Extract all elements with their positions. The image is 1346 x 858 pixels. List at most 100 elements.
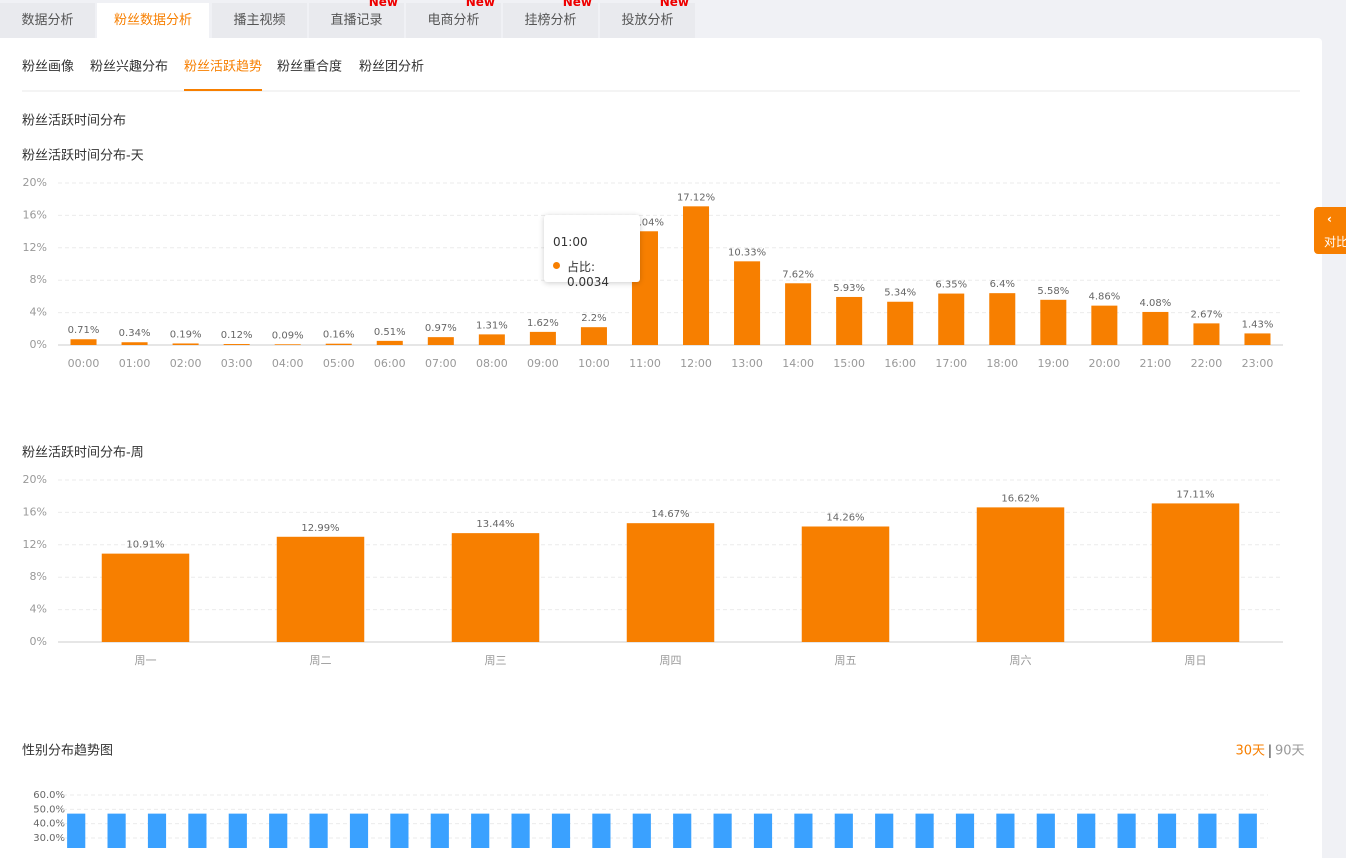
bar — [121, 342, 148, 345]
bar — [794, 813, 813, 848]
bar — [101, 553, 190, 642]
bar — [632, 813, 651, 848]
y-tick-label: 4% — [30, 306, 47, 319]
period-90[interactable]: 90天 — [1275, 744, 1305, 759]
tab[interactable]: 直播记录 New — [309, 0, 404, 38]
bar — [683, 206, 710, 345]
bar — [390, 813, 409, 848]
bar — [580, 327, 607, 345]
tab[interactable]: 挂榜分析 New — [503, 0, 598, 38]
y-tick-label: 30.0% — [33, 833, 65, 844]
x-tick-label: 16:00 — [884, 357, 916, 370]
x-tick-label: 02:00 — [170, 357, 202, 370]
x-tick-label: 18:00 — [986, 357, 1018, 370]
y-tick-label: 8% — [30, 570, 47, 583]
x-tick-label: 20:00 — [1089, 357, 1121, 370]
bar — [376, 340, 403, 345]
value-label: 0.97% — [425, 323, 457, 334]
bar — [955, 813, 975, 848]
bar — [349, 813, 369, 848]
subtab[interactable]: 粉丝团分析 — [359, 60, 424, 75]
x-tick-label: 04:00 — [272, 357, 304, 370]
bar — [996, 813, 1015, 848]
subtab[interactable]: 粉丝重合度 — [277, 59, 342, 75]
x-tick-label: 周二 — [310, 654, 332, 667]
bar — [713, 813, 732, 848]
bar — [67, 813, 86, 848]
tab[interactable]: 粉丝数据分析 — [97, 3, 209, 38]
x-tick-label: 06:00 — [374, 357, 406, 370]
bar — [1091, 305, 1118, 345]
value-label: 14.04% — [626, 217, 664, 228]
chart-title: 粉丝活跃时间分布-天 — [22, 149, 144, 164]
bar — [529, 331, 556, 345]
x-tick-label: 10:00 — [578, 357, 610, 370]
bar — [427, 337, 454, 345]
tooltip-title: 01:00 — [553, 235, 588, 249]
y-tick-label: 8% — [30, 273, 47, 286]
tab[interactable]: 电商分析 New — [406, 0, 501, 38]
y-tick-label: 40.0% — [33, 819, 65, 830]
subtab[interactable]: 粉丝兴趣分布 — [90, 60, 168, 75]
tab-label: 播主视频 — [233, 13, 286, 28]
x-tick-label: 周五 — [835, 654, 857, 667]
bar — [274, 344, 301, 345]
value-label: 13.44% — [476, 519, 514, 530]
value-label: 17.12% — [677, 192, 715, 203]
bar — [478, 334, 505, 345]
bar — [785, 283, 812, 345]
new-badge: New — [562, 0, 592, 9]
x-tick-label: 22:00 — [1191, 357, 1223, 370]
value-label: 17.11% — [1176, 489, 1214, 500]
value-label: 2.67% — [1191, 309, 1223, 320]
bar — [1117, 813, 1136, 848]
new-badge: New — [659, 0, 689, 9]
compare-button[interactable]: ‹ 对比 — [1314, 207, 1346, 254]
bar — [592, 813, 611, 848]
value-label: 14.67% — [651, 509, 689, 520]
subtab[interactable]: 粉丝活跃趋势 — [184, 59, 262, 75]
bar — [1036, 813, 1055, 848]
bar — [1238, 813, 1257, 848]
bar — [471, 813, 490, 848]
compare-label: 对比 — [1324, 235, 1346, 249]
bar — [753, 813, 773, 848]
bar — [511, 813, 530, 848]
value-label: 4.86% — [1088, 292, 1120, 303]
subtab[interactable]: 粉丝画像 — [22, 60, 74, 75]
tab[interactable]: 播主视频 — [212, 3, 307, 38]
value-label: 0.12% — [221, 330, 253, 341]
value-label: 0.19% — [170, 329, 202, 340]
bar — [1198, 813, 1217, 848]
y-tick-label: 16% — [23, 208, 47, 221]
bar — [976, 507, 1065, 642]
section-title: 粉丝活跃时间分布 — [22, 114, 126, 129]
bar — [673, 813, 692, 848]
tab[interactable]: 投放分析 New — [600, 0, 695, 38]
y-tick-label: 12% — [23, 241, 47, 254]
bar — [70, 339, 97, 345]
bar — [1193, 323, 1220, 345]
value-label: 1.31% — [476, 320, 508, 331]
value-label: 0.09% — [272, 330, 304, 341]
value-label: 10.91% — [126, 540, 164, 551]
bar — [836, 296, 863, 345]
new-badge: New — [465, 0, 495, 9]
value-label: 10.33% — [728, 247, 766, 258]
period-30[interactable]: 30天 — [1235, 744, 1265, 759]
x-tick-label: 13:00 — [731, 357, 763, 370]
bar — [1157, 813, 1177, 848]
bar — [228, 813, 247, 848]
x-tick-label: 11:00 — [629, 357, 661, 370]
bar — [430, 813, 449, 848]
value-label: 1.62% — [527, 318, 559, 329]
tooltip-dot — [553, 262, 560, 269]
bar — [551, 813, 571, 848]
bar — [1244, 333, 1271, 345]
bar — [276, 536, 365, 642]
bar — [309, 813, 328, 848]
chart-title: 性别分布趋势图 — [22, 743, 113, 759]
value-label: 12.99% — [301, 523, 339, 534]
tab[interactable]: 数据分析 — [0, 3, 95, 38]
